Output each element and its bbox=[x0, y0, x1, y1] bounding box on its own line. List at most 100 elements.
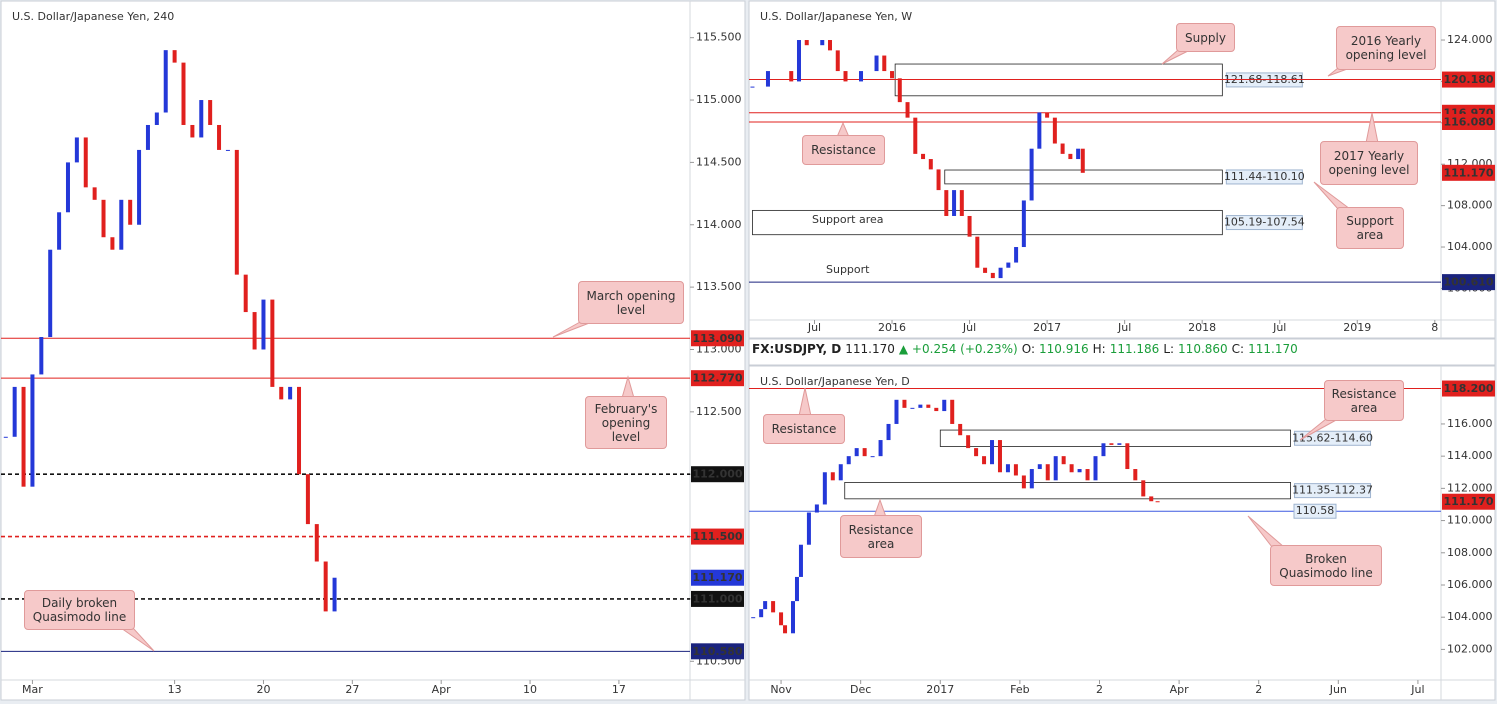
zone-label-box bbox=[1294, 483, 1372, 499]
level-tag: 110.58 bbox=[1296, 504, 1335, 517]
candle bbox=[30, 374, 35, 487]
candle bbox=[163, 50, 168, 113]
panel-frame bbox=[0, 0, 746, 701]
candle bbox=[261, 299, 266, 350]
zone-label-box bbox=[1225, 215, 1303, 231]
candle bbox=[789, 71, 794, 82]
candle bbox=[172, 50, 177, 63]
l-label: L: bbox=[1163, 342, 1175, 356]
candle bbox=[154, 112, 159, 125]
high: 111.186 bbox=[1109, 342, 1160, 356]
candle bbox=[1061, 456, 1066, 465]
candle bbox=[1149, 496, 1154, 502]
y-tick-label: 102.000 bbox=[1447, 642, 1493, 655]
open: 110.916 bbox=[1038, 342, 1089, 356]
candle bbox=[921, 153, 926, 160]
chart-title: U.S. Dollar/Japanese Yen, W bbox=[760, 10, 912, 23]
candle bbox=[305, 474, 310, 525]
candle bbox=[297, 386, 302, 475]
candle bbox=[48, 249, 53, 338]
candle bbox=[843, 71, 848, 82]
change: ▲ +0.254 (+0.23%) bbox=[898, 342, 1018, 356]
candle bbox=[870, 456, 875, 458]
price-badge-label: 118.200 bbox=[1443, 382, 1493, 395]
price-badge-label: 116.080 bbox=[1443, 115, 1493, 128]
candle bbox=[975, 236, 980, 268]
x-tick-label: 13 bbox=[168, 683, 182, 696]
candle bbox=[779, 612, 784, 626]
candle bbox=[950, 399, 955, 424]
y-tick-label: 112.000 bbox=[1447, 481, 1493, 494]
candle bbox=[862, 448, 867, 457]
candle bbox=[1029, 469, 1034, 489]
x-tick-label: Nov bbox=[770, 683, 792, 696]
candle bbox=[1085, 469, 1090, 481]
callout: Resistance bbox=[763, 414, 845, 444]
x-tick-label: Apr bbox=[432, 683, 452, 696]
candle bbox=[905, 102, 910, 118]
x-tick-label: Mar bbox=[22, 683, 43, 696]
candle bbox=[199, 100, 204, 138]
y-tick-label: 116.000 bbox=[1447, 417, 1493, 430]
candle bbox=[101, 199, 106, 238]
candle bbox=[820, 40, 825, 46]
callout: February's opening level bbox=[585, 396, 667, 449]
candle bbox=[1037, 464, 1042, 470]
price-badge-label: 113.090 bbox=[692, 332, 742, 345]
candle bbox=[1093, 456, 1098, 481]
candle bbox=[288, 386, 293, 400]
candle bbox=[110, 237, 115, 250]
x-tick-label: Apr bbox=[1170, 683, 1190, 696]
x-tick-label: 2017 bbox=[926, 683, 954, 696]
candle bbox=[894, 399, 899, 424]
price: 111.170 bbox=[845, 342, 895, 356]
price-badge bbox=[1442, 274, 1495, 291]
candle bbox=[997, 440, 1002, 473]
candle bbox=[323, 561, 328, 612]
x-tick-label: 2017 bbox=[1033, 321, 1061, 334]
candle bbox=[882, 55, 887, 72]
h-label: H: bbox=[1092, 342, 1106, 356]
y-tick-label: 115.500 bbox=[696, 31, 742, 44]
candle bbox=[1076, 148, 1081, 160]
candle bbox=[1060, 143, 1065, 154]
candle bbox=[990, 440, 995, 465]
candle bbox=[913, 117, 918, 154]
symbol: FX:USDJPY, D bbox=[752, 342, 842, 356]
price-badge bbox=[1442, 113, 1495, 130]
x-tick-label: Jul bbox=[1410, 683, 1424, 696]
candle bbox=[137, 149, 142, 225]
zone bbox=[844, 482, 1291, 500]
candle bbox=[1005, 464, 1010, 473]
candle bbox=[252, 312, 257, 350]
candle bbox=[208, 100, 213, 125]
x-tick-label: Feb bbox=[1010, 683, 1029, 696]
chart-panel: 110.500111.000111.500112.000112.500113.0… bbox=[0, 0, 746, 701]
candle bbox=[794, 576, 799, 602]
price-badge-label: 111.000 bbox=[692, 592, 742, 605]
zone-label: 115.62-114.60 bbox=[1292, 431, 1373, 444]
y-tick-label: 108.000 bbox=[1447, 199, 1493, 212]
candle bbox=[83, 137, 88, 188]
candle bbox=[1077, 469, 1082, 473]
annotation-label: Support bbox=[826, 263, 870, 276]
candle bbox=[1155, 501, 1160, 503]
chart-panel: 102.000 104.000 106.000 108.000 110.000 112.0… bbox=[748, 365, 1496, 701]
o-label: O: bbox=[1021, 342, 1035, 356]
candle bbox=[835, 50, 840, 72]
candle bbox=[217, 124, 222, 150]
candle bbox=[243, 274, 248, 313]
zone-label: 111.35-112.37 bbox=[1292, 484, 1373, 497]
chart-title: U.S. Dollar/Japanese Yen, 240 bbox=[12, 10, 174, 23]
candle bbox=[145, 124, 150, 150]
price-badge-label: 100.610 bbox=[1443, 276, 1493, 289]
symbol-header: FX:USDJPY, D 111.170 ▲ +0.254 (+0.23%) O… bbox=[752, 342, 1298, 356]
price-badge bbox=[691, 643, 744, 660]
zone-label-box bbox=[1225, 169, 1303, 185]
y-tick-label: 108.000 bbox=[1447, 546, 1493, 559]
x-tick-label: 2 bbox=[1255, 683, 1262, 696]
candle bbox=[1045, 464, 1050, 481]
price-badge bbox=[1442, 493, 1495, 510]
candle bbox=[910, 407, 915, 409]
candle bbox=[878, 440, 883, 457]
